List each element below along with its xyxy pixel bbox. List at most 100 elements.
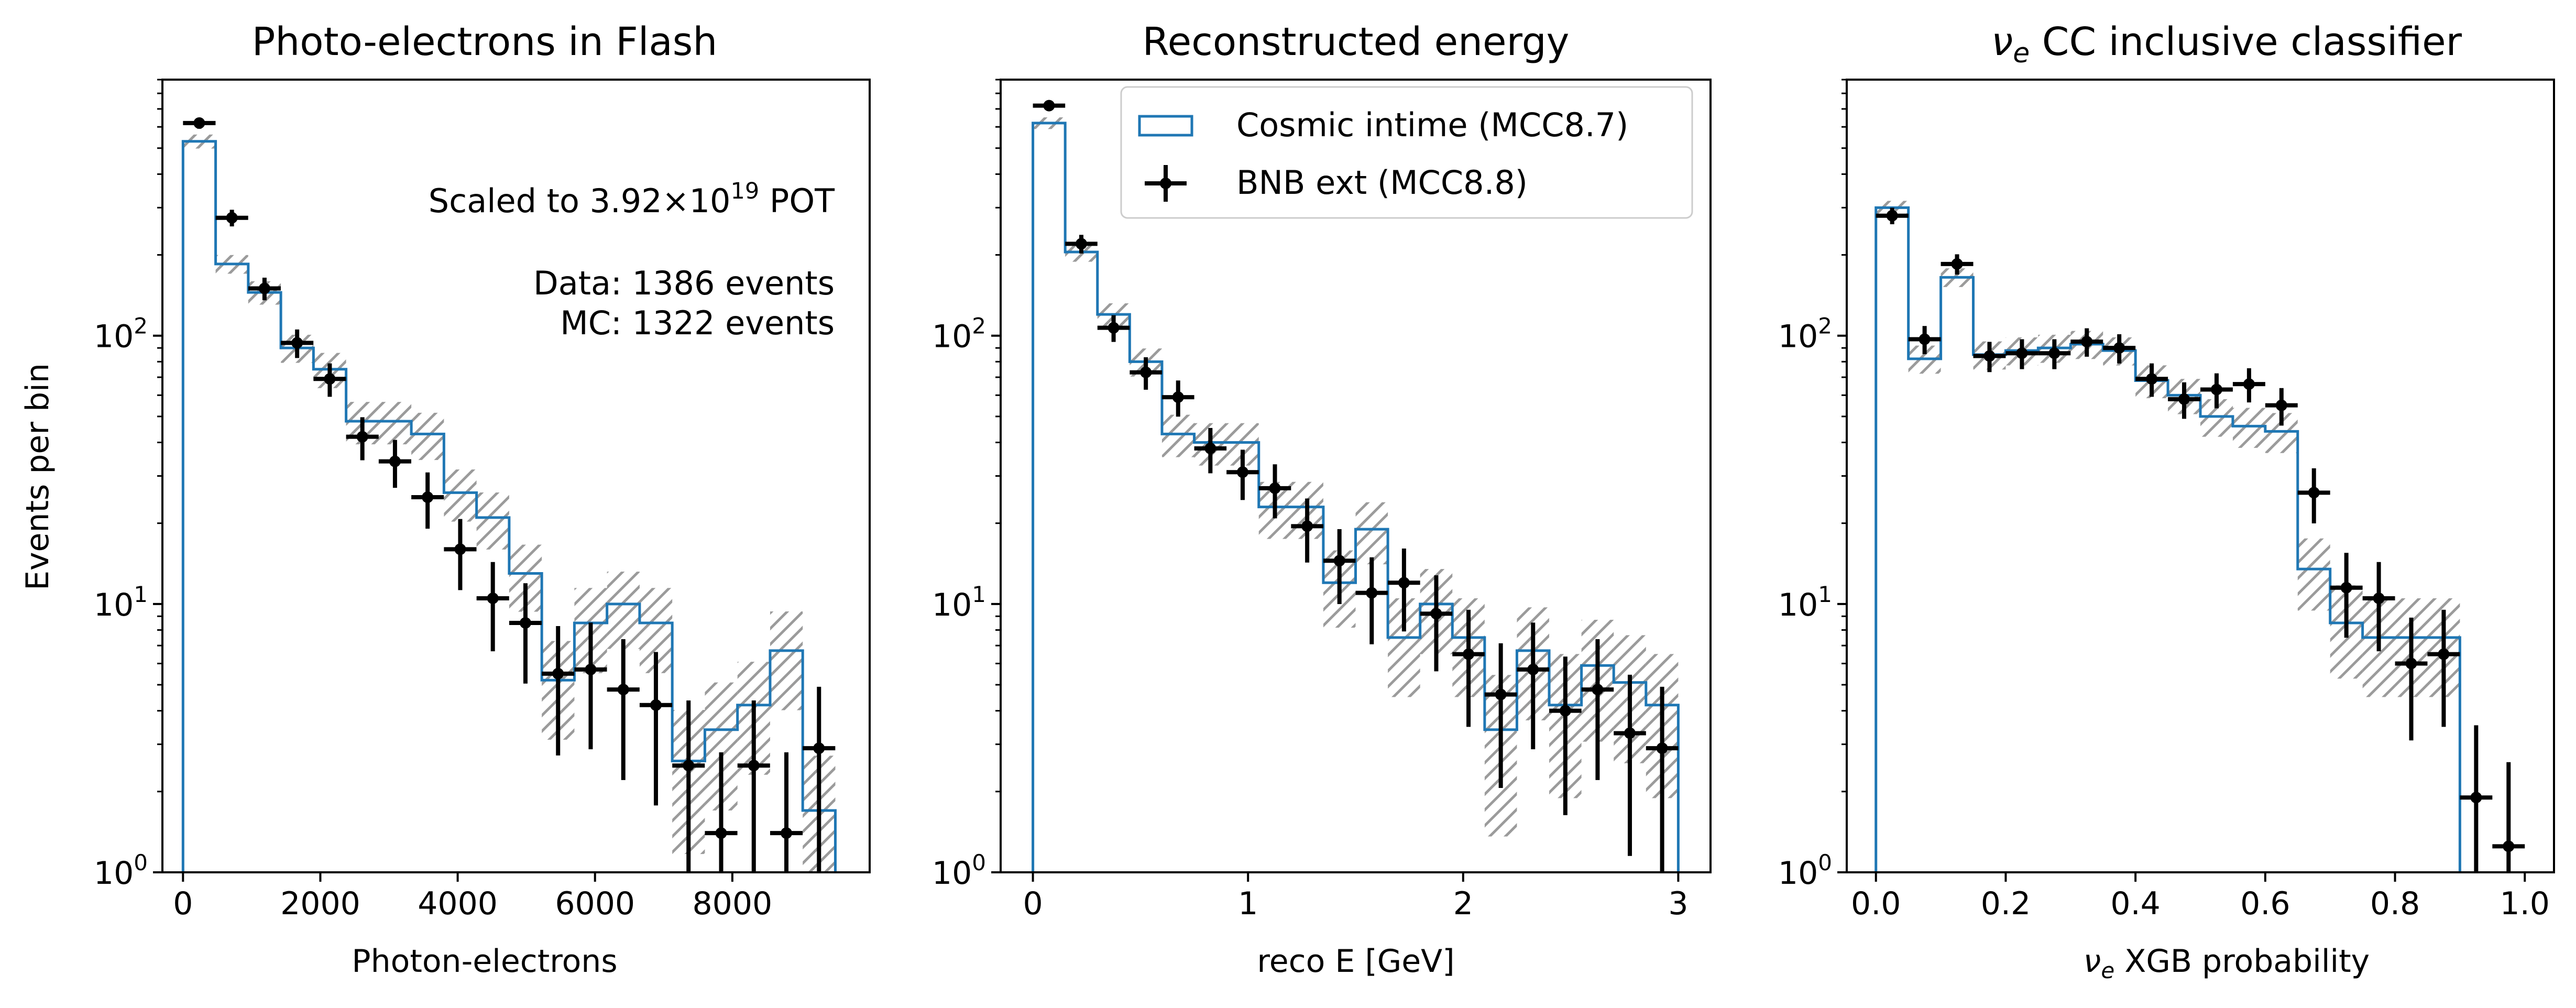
panel-3-title-nu: ν (1991, 19, 2013, 64)
data-point (422, 491, 434, 503)
data-point (2016, 347, 2028, 359)
y-tick-label-base: 10 (932, 855, 972, 892)
data-point (1075, 238, 1087, 250)
y-tick-label: 100 (932, 850, 986, 892)
y-tick-label-base: 10 (1778, 855, 1818, 892)
legend-swatch-mc (1138, 115, 1193, 137)
data-point (1140, 366, 1152, 378)
data-point (1430, 608, 1442, 620)
x-tick-label: 0.4 (2110, 885, 2160, 922)
data-point (1172, 391, 1184, 403)
data-point (2146, 373, 2158, 385)
data-point (1301, 520, 1313, 532)
mc-histogram-step (181, 140, 837, 872)
data-point (2081, 336, 2093, 348)
pot-scale-suffix: POT (759, 182, 835, 220)
data-point (2470, 792, 2482, 804)
y-tick-label: 101 (94, 582, 148, 623)
data-point (2113, 342, 2125, 354)
data-point (454, 543, 466, 555)
data-point (1983, 350, 1996, 362)
x-tick-label: 0.2 (1981, 885, 2031, 922)
y-tick-label: 100 (94, 850, 148, 892)
y-tick-label: 102 (94, 313, 148, 355)
mc-uncertainty-band (411, 412, 444, 461)
panel-1-annotation: Scaled to 3.92×1019 POT Data: 1386 event… (429, 178, 835, 342)
data-point (2243, 378, 2255, 390)
y-tick-label-base: 10 (1778, 319, 1818, 355)
x-tick-label: 0.6 (2240, 885, 2290, 922)
data-point (748, 760, 760, 772)
y-tick-label-exponent: 2 (134, 313, 148, 339)
data-point (356, 431, 368, 443)
data-point (2503, 840, 2515, 852)
y-tick-label-exponent: 2 (972, 313, 986, 339)
mc-uncertainty-band (770, 611, 803, 710)
data-event-count: Data: 1386 events (533, 264, 835, 302)
y-tick-label-base: 10 (94, 319, 134, 355)
data-point (1108, 322, 1120, 334)
x-tick-label: 0.8 (2370, 885, 2420, 922)
data-point (1204, 442, 1216, 454)
x-tick-label: 0 (173, 885, 193, 922)
data-point (324, 373, 336, 385)
pot-scale-text: Scaled to 3.92×1019 POT (429, 178, 835, 220)
y-tick-label-base: 10 (94, 855, 134, 892)
y-tick-label: 101 (1778, 582, 1832, 623)
data-point (2308, 487, 2320, 499)
data-point (519, 617, 531, 629)
data-point (781, 827, 793, 839)
legend-frame (1120, 86, 1693, 219)
panel-3-x-label-rest: XGB probability (2114, 943, 2370, 980)
panel-2-title: Reconstructed energy (1143, 19, 1570, 64)
y-tick-label-base: 10 (932, 587, 972, 623)
mc-uncertainty-band (607, 572, 640, 649)
data-point (683, 760, 695, 772)
data-point (617, 684, 629, 696)
data-point (2340, 582, 2352, 594)
data-point (1886, 210, 1898, 222)
data-point (2373, 593, 2385, 605)
y-tick-label-base: 10 (1778, 587, 1818, 623)
panel-3-x-label-sub: e (2101, 958, 2114, 983)
y-tick-label: 101 (932, 582, 986, 623)
panel-2-x-label: reco E [GeV] (1257, 943, 1454, 980)
data-point (1951, 258, 1963, 270)
data-point (1656, 742, 1668, 754)
data-point (1624, 727, 1636, 739)
legend-label-mc: Cosmic intime (MCC8.7) (1236, 106, 1628, 144)
data-point (1236, 466, 1248, 478)
x-tick-label: 1.0 (2500, 885, 2550, 922)
y-tick-label-exponent: 0 (1818, 850, 1832, 875)
data-point (1527, 663, 1539, 675)
data-point (650, 699, 662, 711)
x-tick-label: 4000 (418, 885, 498, 922)
axes-frame (1846, 79, 2555, 873)
data-point (291, 337, 303, 349)
data-point (389, 455, 401, 467)
y-tick-label: 102 (1778, 313, 1832, 355)
panel-1-title: Photo-electrons in Flash (252, 19, 717, 64)
mc-uncertainty-band (2232, 408, 2265, 448)
data-point (1043, 100, 1055, 112)
mc-uncertainty-band (1161, 414, 1194, 457)
mc-uncertainty-band (476, 492, 509, 550)
data-point (2405, 658, 2417, 670)
panel-3-x-label-nu: ν (2084, 943, 2101, 980)
data-point (1592, 684, 1604, 696)
data-point (2438, 648, 2450, 660)
data-point (585, 663, 597, 675)
data-point (2275, 399, 2287, 411)
mc-histogram-step (1032, 122, 1680, 872)
panel-3-title-sub: e (2013, 38, 2030, 69)
y-tick-label-exponent: 0 (972, 850, 986, 875)
data-point (1559, 705, 1571, 717)
data-point (715, 827, 727, 839)
panel-3-x-label: νe XGB probability (2084, 943, 2370, 983)
legend-marker-data-point (1160, 178, 1171, 189)
data-point (552, 667, 564, 680)
data-point (2210, 384, 2222, 396)
data-point (1333, 555, 1345, 567)
